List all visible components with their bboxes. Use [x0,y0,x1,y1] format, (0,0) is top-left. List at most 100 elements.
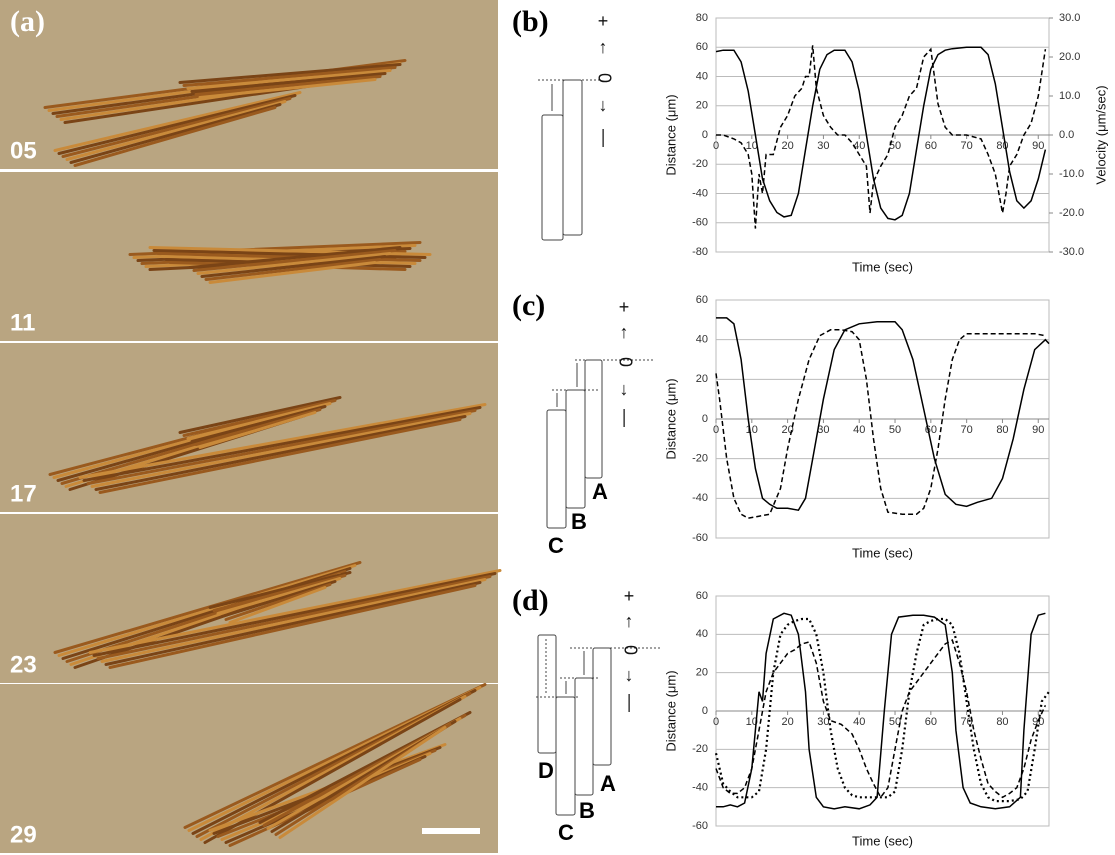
frame-label: 29 [10,821,37,848]
cell [584,359,603,479]
filament [196,252,392,275]
cell [555,696,576,816]
x-tick-label: 80 [996,424,1008,436]
filament [61,97,292,158]
filament [208,261,377,284]
filament [96,575,492,660]
y-tick-label: -20 [692,453,708,465]
diagram-c [546,359,655,529]
x-tick-label: 60 [925,140,937,152]
cell-label: D [538,758,554,783]
x-tick-label: 40 [853,140,865,152]
series-line [715,639,1047,799]
sign: 0 [594,73,614,83]
filament [104,581,482,666]
filament [53,91,302,152]
filament [78,403,487,479]
filament [188,246,402,269]
y-tick-label: -40 [692,782,708,794]
filament [198,78,377,99]
x-tick-label: 30 [817,716,829,728]
x-tick-label: 20 [781,716,793,728]
y-tick-label: 20 [696,100,708,112]
y-tick-label: 80 [696,12,708,24]
filament [90,412,472,488]
diagram-d [536,634,660,816]
filament [278,726,447,839]
filament [212,574,347,612]
filament [178,396,342,434]
series-line [716,612,1046,810]
y-tick-label: -20 [692,158,708,170]
sign: — [620,694,640,712]
series-line [714,617,1050,803]
filament [57,94,297,155]
sign: + [598,11,609,31]
x-tick-label: 90 [1032,424,1044,436]
filament [208,571,352,609]
y2-axis-label: Velocity (μm/sec) [1093,85,1108,184]
sign: ↑ [620,322,629,342]
frame-label: 23 [10,651,37,678]
filament [216,577,342,615]
y-axis-label: Distance (μm) [663,94,678,175]
frame-label: 17 [10,480,37,507]
filament [178,63,402,84]
x-tick-label: 50 [889,424,901,436]
y-tick-label: -40 [692,187,708,199]
filament [82,406,482,482]
filament [194,75,382,96]
y2-tick-label: 30.0 [1059,12,1080,24]
filament [73,106,277,167]
cell-label: C [558,820,574,845]
filament [65,100,287,161]
panel-a: 05 11 17 23 29 [0,0,502,853]
y-tick-label: -20 [692,743,708,755]
series-line [716,45,1047,229]
filament [94,415,467,491]
filament [182,399,337,437]
x-tick-label: 10 [746,716,758,728]
x-tick-label: 90 [1032,716,1044,728]
y-axis-label: Distance (μm) [663,378,678,459]
cell [546,409,567,529]
frame-label: 11 [10,309,35,336]
filament [186,402,332,440]
series-line [716,317,1050,512]
y2-tick-label: -20.0 [1059,207,1084,219]
series-line [715,329,1046,519]
filament [69,103,282,164]
sign: 0 [615,357,635,367]
cell-label: C [548,533,564,558]
filament [57,564,357,657]
filament [92,572,497,657]
y-tick-label: 60 [696,41,708,53]
cell [592,647,612,766]
panel-label: (c) [512,289,545,322]
x-tick-label: 90 [1032,140,1044,152]
y2-tick-label: -10.0 [1059,168,1084,180]
sign: ↑ [599,37,608,57]
frame-label: 05 [10,137,37,164]
x-tick-label: 30 [817,140,829,152]
cell [541,114,564,241]
x-tick-label: 70 [961,424,973,436]
y2-tick-label: -30.0 [1059,246,1084,258]
series-line [715,46,1047,221]
filament [182,66,397,87]
filament [190,72,387,93]
sign: — [615,409,635,427]
sign: + [624,586,635,606]
y-axis-label: Distance (μm) [663,670,678,751]
sign: — [594,129,614,147]
scale-bar [422,828,480,834]
y-tick-label: 40 [696,70,708,82]
filament [53,561,362,654]
x-tick-label: 10 [746,140,758,152]
x-axis-label: Time (sec) [852,259,913,274]
x-tick-label: 0 [713,716,719,728]
y-tick-label: 40 [696,628,708,640]
filament [198,411,317,449]
